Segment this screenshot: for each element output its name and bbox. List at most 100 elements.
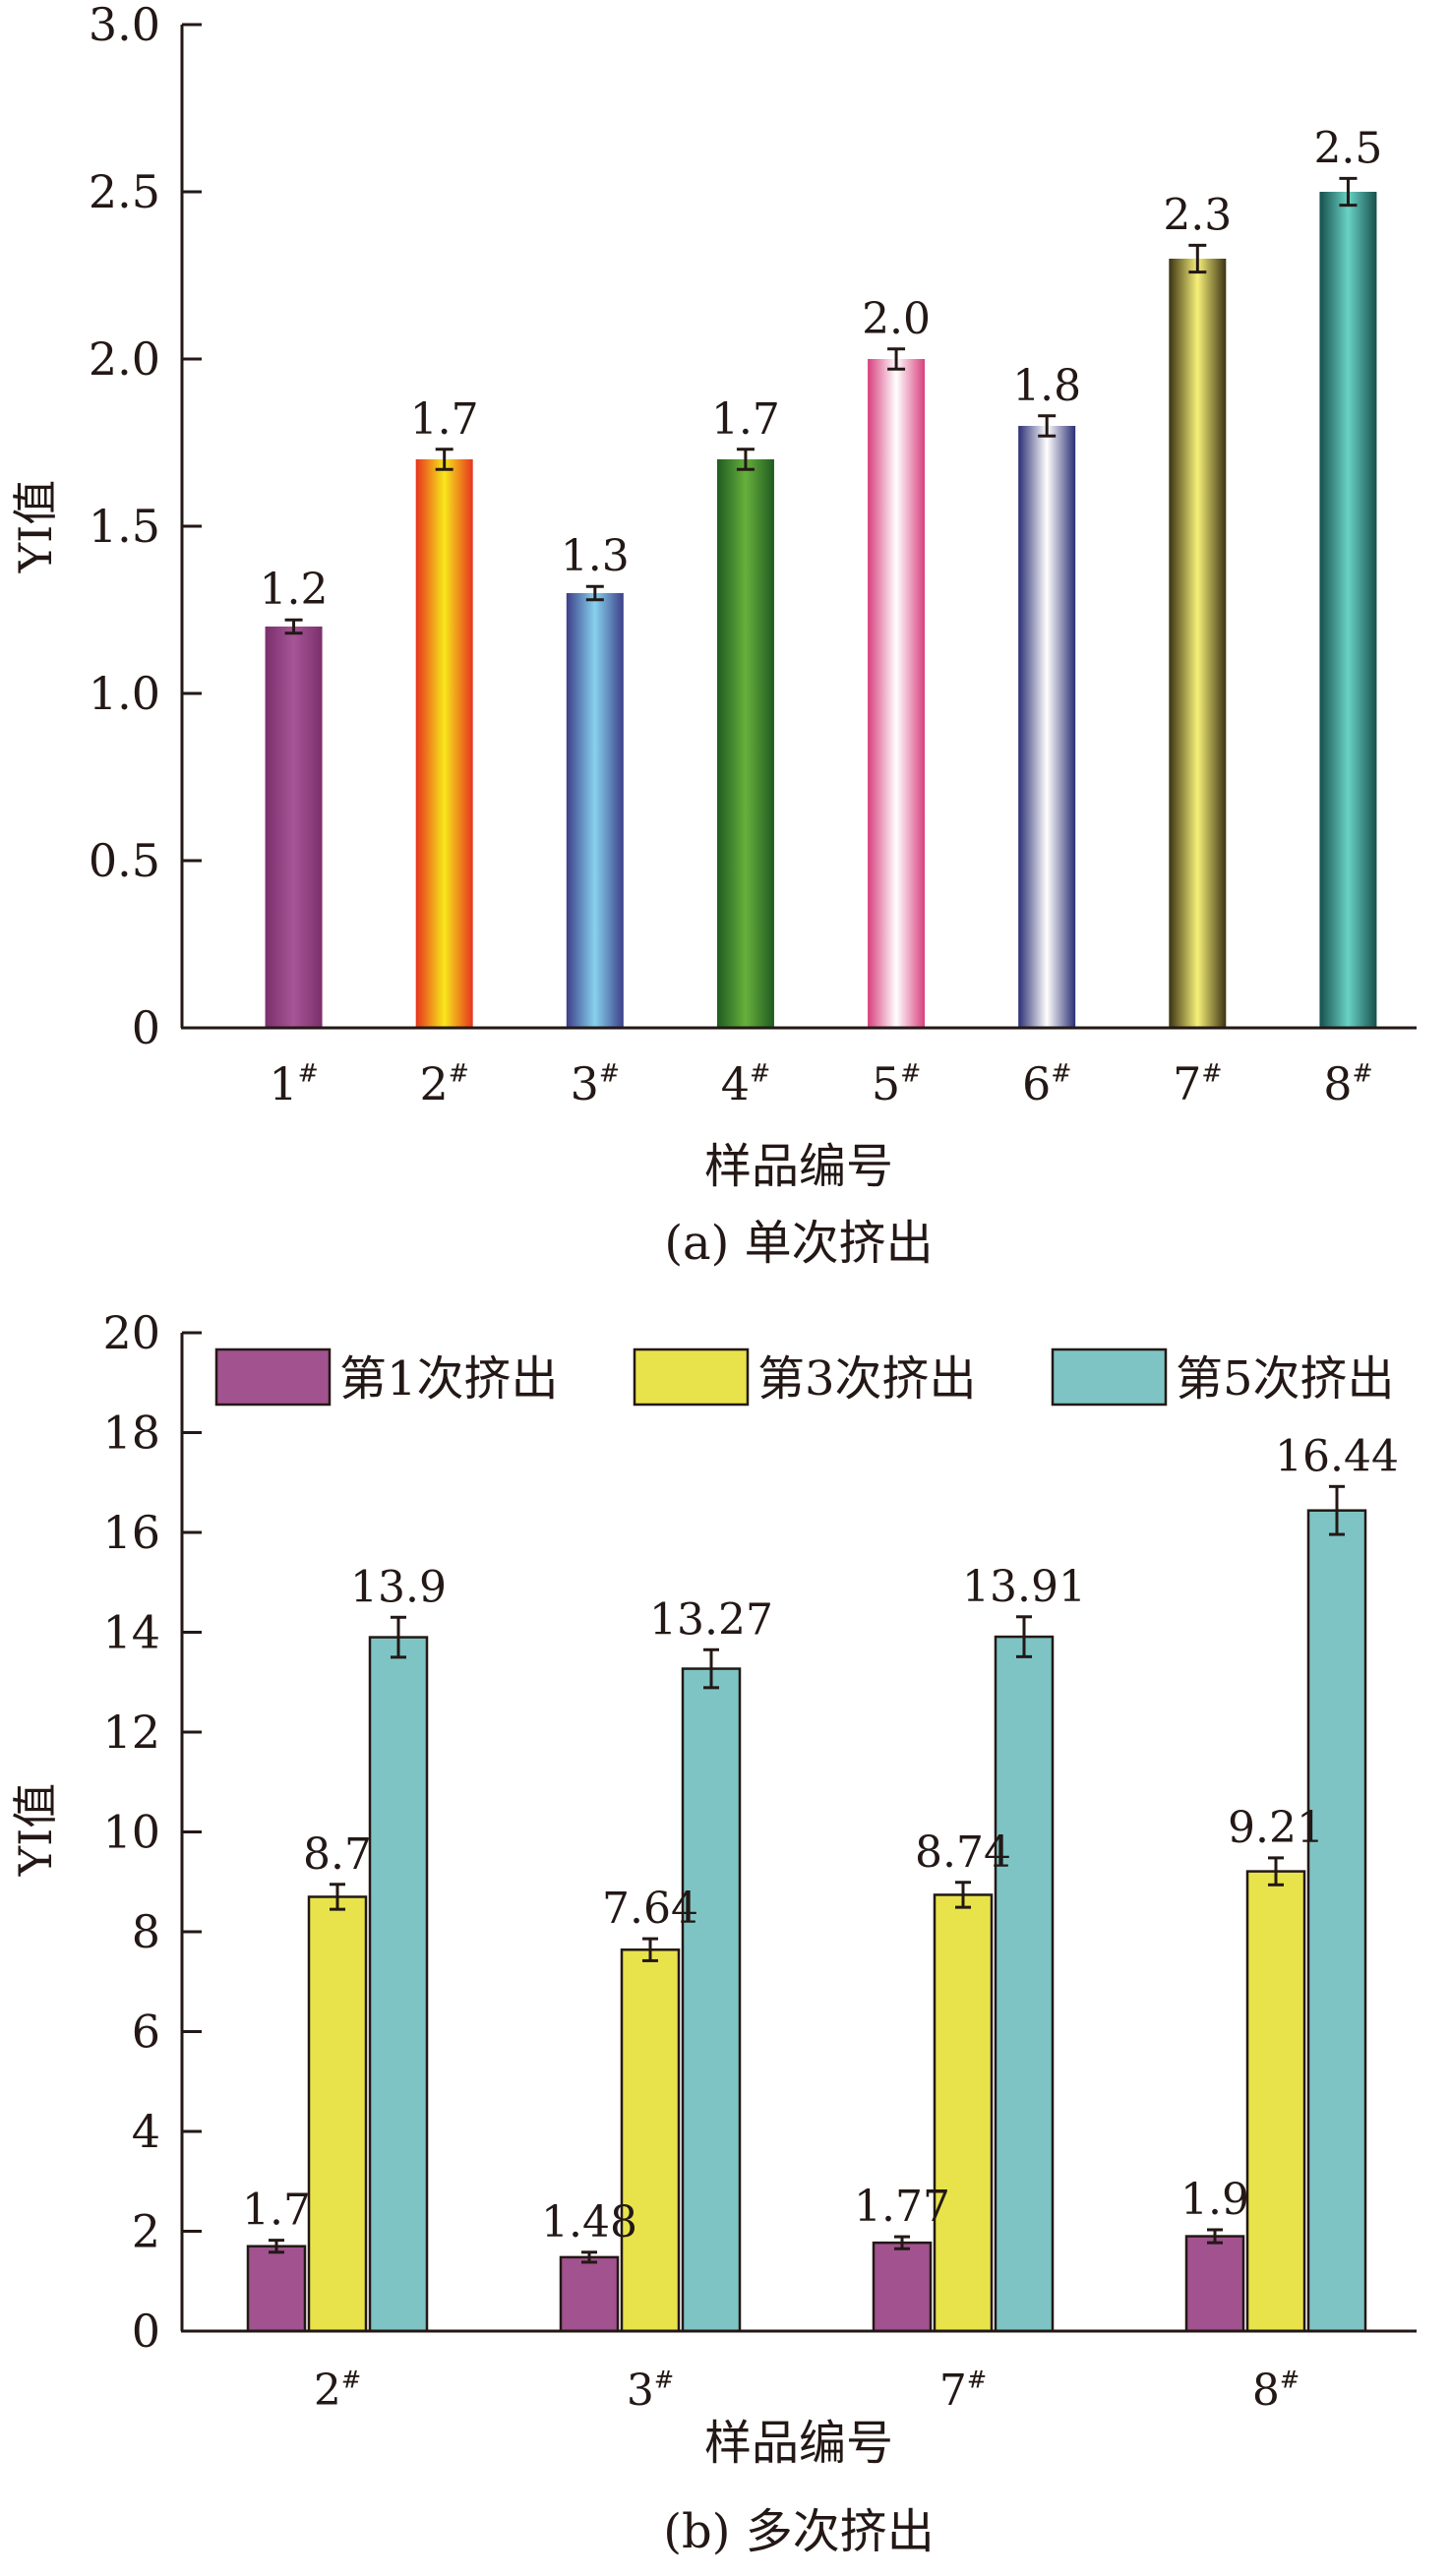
panel-b-error-bars	[269, 1484, 1345, 2264]
panel-b-error-bar	[894, 2235, 910, 2250]
panel-b-value-label: 9.21	[1228, 1803, 1324, 1853]
panel-b-y-tick-label: 16	[102, 1506, 160, 1559]
panel-b-bar	[1184, 2235, 1245, 2333]
panel-b-x-ticks: 2# 3# 7# 8#	[314, 2366, 1300, 2416]
panel-b-x-axis-label: 样品编号	[704, 2416, 893, 2471]
panel-b-y-tick-label: 18	[102, 1407, 160, 1460]
panel-b-x-tick-label: 2#	[314, 2366, 361, 2416]
panel-a-bar	[415, 459, 473, 1028]
panel-b-bar	[246, 2245, 307, 2333]
panel-a-x-axis-label: 样品编号	[704, 1139, 893, 1194]
panel-b-bar	[1306, 1509, 1367, 2333]
panel-b-bars	[246, 1509, 1367, 2333]
panel-b-value-label: 1.9	[1180, 2175, 1249, 2225]
panel-a-value-labels: 1.2 1.7 1.3 1.7 2.0 1.8 2.3 2.5	[260, 123, 1383, 615]
panel-a-value-label: 1.8	[1012, 361, 1081, 411]
panel-a-bar	[1169, 259, 1227, 1028]
panel-a-x-ticks: 1# 2# 3# 4# 5# 6# 7# 8#	[269, 1057, 1372, 1110]
panel-a-error-bar	[435, 448, 453, 471]
panel-a-error-bar	[736, 448, 755, 471]
panel-a-y-tick-label: 2.0	[89, 332, 160, 386]
panel-a-value-label: 1.2	[260, 565, 329, 615]
panel-a-y-tick-label: 1.5	[89, 500, 160, 553]
panel-b-error-bar	[391, 1615, 406, 1659]
panel-b-value-labels: 1.7 8.7 13.9 1.48 7.64 13.27 1.77 8.74 13.91 1.9 9…	[242, 1431, 1399, 2247]
panel-a-error-bar	[1188, 243, 1207, 274]
panel-b-bar	[933, 1893, 994, 2333]
panel-a-x-tick-label: 7#	[1173, 1057, 1222, 1110]
panel-b-value-label: 16.44	[1275, 1431, 1399, 1481]
panel-a-error-bars	[284, 176, 1358, 635]
panel-b-bar	[559, 2255, 620, 2333]
panel-b-y-tick-label: 4	[132, 2105, 160, 2158]
panel-b-error-bar	[1329, 1484, 1345, 1536]
panel-b-error-bar	[703, 1647, 719, 1690]
panel-b-y-tick-label: 12	[102, 1706, 160, 1759]
panel-b-y-tick-label: 10	[102, 1806, 160, 1859]
panel-b-error-bar	[269, 2239, 284, 2254]
panel-a-x-tick-label: 1#	[269, 1057, 318, 1110]
panel-a-x-tick-label: 3#	[571, 1057, 620, 1110]
panel-b-value-label: 1.7	[242, 2186, 311, 2236]
panel-a-y-axis-label: YI值	[9, 480, 62, 574]
panel-b-y-tick-label: 8	[132, 1905, 160, 1958]
panel-a-x-tick-label: 2#	[419, 1057, 468, 1110]
panel-a-x-tick-label: 6#	[1022, 1057, 1071, 1110]
panel-b-legend-swatch	[633, 1348, 750, 1407]
panel-b-error-bar	[642, 1937, 658, 1962]
panel-a-bar	[1018, 426, 1076, 1028]
panel-b-y-ticks: 0 2 4 6 8 10 12 14 16 18 20	[102, 1306, 202, 2358]
panel-b-value-label: 13.91	[962, 1562, 1086, 1612]
panel-b-legend-item: 第3次挤出	[633, 1348, 977, 1407]
panel-b-value-label: 8.7	[303, 1829, 372, 1880]
panel-b-y-tick-label: 2	[132, 2205, 160, 2258]
panel-a-value-label: 2.3	[1163, 190, 1232, 240]
panel-b-error-bar	[1268, 1856, 1284, 1887]
panel-b-x-tick-label: 3#	[627, 2366, 674, 2416]
panel-a-bar	[265, 627, 323, 1028]
panel-a-error-bar	[284, 618, 303, 635]
panel-b-error-bar	[330, 1883, 345, 1911]
panel-a-y-tick-label: 0	[132, 1001, 160, 1054]
panel-b-y-tick-label: 0	[132, 2305, 160, 2358]
panel-b-x-tick-label: 7#	[939, 2366, 987, 2416]
panel-b-error-bar	[1207, 2228, 1223, 2245]
panel-a-x-tick-label: 5#	[872, 1057, 921, 1110]
panel-b-caption: (b) 多次挤出	[663, 2504, 934, 2559]
panel-b-legend-label: 第3次挤出	[757, 1351, 977, 1407]
panel-a-y-tick-label: 0.5	[89, 834, 160, 887]
panel-b-error-bar	[581, 2250, 597, 2264]
panel-b-value-label: 13.9	[350, 1562, 447, 1612]
panel-b-legend-swatch	[1051, 1348, 1168, 1407]
panel-a-error-bar	[585, 584, 604, 602]
panel-a-value-label: 1.7	[410, 394, 479, 445]
panel-b-y-tick-label: 14	[102, 1606, 160, 1659]
panel-a-value-label: 2.0	[862, 294, 931, 344]
panel-b-error-bar	[955, 1881, 971, 1909]
panel-b-value-label: 1.48	[541, 2197, 637, 2247]
panel-b-legend-item: 第1次挤出	[214, 1348, 559, 1407]
panel-a-caption: (a) 单次挤出	[664, 1216, 933, 1271]
panel-a-bar	[868, 359, 926, 1028]
panel-a-bars	[265, 192, 1377, 1028]
panel-b-value-label: 13.27	[649, 1594, 773, 1645]
panel-b-bar	[681, 1667, 742, 2333]
panel-b-y-tick-label: 6	[132, 2006, 160, 2059]
panel-b-error-bar	[1016, 1615, 1032, 1658]
panel-a-y-tick-label: 1.0	[89, 667, 160, 720]
panel-a-y-ticks: 0 0.5 1.0 1.5 2.0 2.5 3.0	[89, 0, 202, 1054]
panel-b-y-tick-label: 20	[102, 1306, 160, 1359]
panel-b-bar	[368, 1636, 429, 2333]
panel-a-bar	[1319, 192, 1377, 1028]
panel-b-bar	[1245, 1870, 1306, 2333]
panel-a-y-tick-label: 3.0	[89, 0, 160, 51]
panel-a-bar	[566, 593, 624, 1028]
panel-b-legend-swatch	[214, 1348, 332, 1407]
panel-b-y-axis-label: YI值	[9, 1783, 62, 1878]
panel-b-legend-label: 第5次挤出	[1176, 1351, 1395, 1407]
panel-a-error-bar	[887, 347, 906, 371]
panel-b-legend-label: 第1次挤出	[339, 1351, 559, 1407]
panel-b-legend: 第1次挤出 第3次挤出 第5次挤出	[214, 1348, 1395, 1407]
panel-a-value-label: 2.5	[1313, 123, 1382, 173]
